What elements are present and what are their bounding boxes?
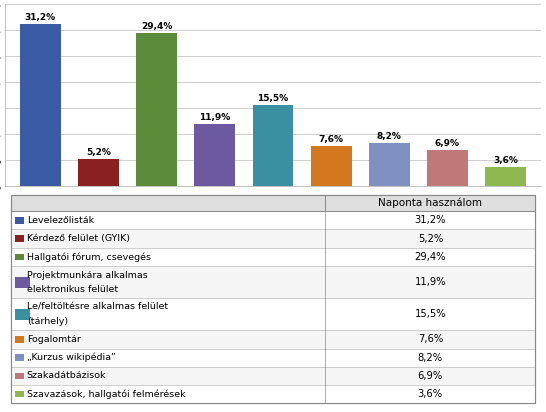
Bar bbox=[136, 33, 177, 186]
Text: Naponta használom: Naponta használom bbox=[378, 198, 482, 208]
Text: 3,6%: 3,6% bbox=[418, 389, 443, 399]
Text: (tárhely): (tárhely) bbox=[27, 317, 68, 326]
Text: 3,6%: 3,6% bbox=[493, 156, 518, 165]
Text: Naponta használom: Naponta használom bbox=[217, 200, 329, 211]
Bar bbox=[15, 217, 23, 224]
Bar bbox=[15, 391, 23, 398]
Bar bbox=[11, 266, 535, 298]
Text: Fogalomtár: Fogalomtár bbox=[27, 335, 81, 344]
Text: 31,2%: 31,2% bbox=[414, 215, 446, 225]
Text: 7,6%: 7,6% bbox=[418, 335, 443, 344]
Bar bbox=[253, 105, 293, 186]
Bar bbox=[11, 385, 535, 403]
Bar bbox=[11, 229, 535, 248]
Bar bbox=[194, 124, 235, 186]
Text: 5,2%: 5,2% bbox=[86, 148, 111, 157]
Bar bbox=[311, 146, 352, 186]
Text: Kérdező felület (GYIK): Kérdező felület (GYIK) bbox=[27, 234, 130, 243]
Text: 31,2%: 31,2% bbox=[25, 13, 56, 22]
Bar bbox=[11, 330, 535, 349]
Bar bbox=[369, 143, 410, 186]
Text: 11,9%: 11,9% bbox=[199, 113, 230, 122]
Text: Levelezőlisták: Levelezőlisták bbox=[27, 216, 94, 225]
Text: „Kurzus wikipédia”: „Kurzus wikipédia” bbox=[27, 353, 116, 363]
Bar bbox=[11, 248, 535, 266]
Bar bbox=[11, 195, 535, 211]
Bar bbox=[15, 373, 23, 379]
Text: Le/feltöltésre alkalmas felület: Le/feltöltésre alkalmas felület bbox=[27, 303, 168, 311]
Bar bbox=[11, 349, 535, 367]
Text: 7,6%: 7,6% bbox=[319, 135, 343, 144]
Text: Hallgatói fórum, csevegés: Hallgatói fórum, csevegés bbox=[27, 252, 151, 262]
Bar bbox=[20, 24, 61, 186]
Text: 8,2%: 8,2% bbox=[418, 353, 443, 363]
Bar bbox=[427, 150, 468, 186]
Text: Projektmunkára alkalmas: Projektmunkára alkalmas bbox=[27, 271, 147, 280]
Text: 29,4%: 29,4% bbox=[414, 252, 446, 262]
Text: 15,5%: 15,5% bbox=[414, 309, 446, 319]
Bar bbox=[485, 167, 526, 186]
Text: 29,4%: 29,4% bbox=[141, 22, 173, 31]
Text: 11,9%: 11,9% bbox=[414, 277, 446, 287]
Text: Szavazások, hallgatói felmérések: Szavazások, hallgatói felmérések bbox=[27, 389, 186, 399]
Bar bbox=[15, 254, 23, 260]
Text: 6,9%: 6,9% bbox=[435, 139, 460, 148]
Bar bbox=[11, 367, 535, 385]
Text: elektronikus felület: elektronikus felület bbox=[27, 285, 118, 294]
Bar bbox=[11, 298, 535, 330]
Bar bbox=[15, 336, 23, 342]
Text: 15,5%: 15,5% bbox=[257, 94, 289, 103]
Bar bbox=[15, 276, 30, 288]
Text: 5,2%: 5,2% bbox=[418, 234, 443, 243]
Text: 6,9%: 6,9% bbox=[418, 371, 443, 381]
Text: 8,2%: 8,2% bbox=[377, 132, 402, 141]
Bar bbox=[15, 309, 30, 320]
Bar bbox=[11, 211, 535, 229]
Bar bbox=[15, 354, 23, 361]
Bar bbox=[78, 159, 119, 186]
Bar bbox=[15, 235, 23, 242]
Text: Szakadátbázisok: Szakadátbázisok bbox=[27, 372, 106, 380]
